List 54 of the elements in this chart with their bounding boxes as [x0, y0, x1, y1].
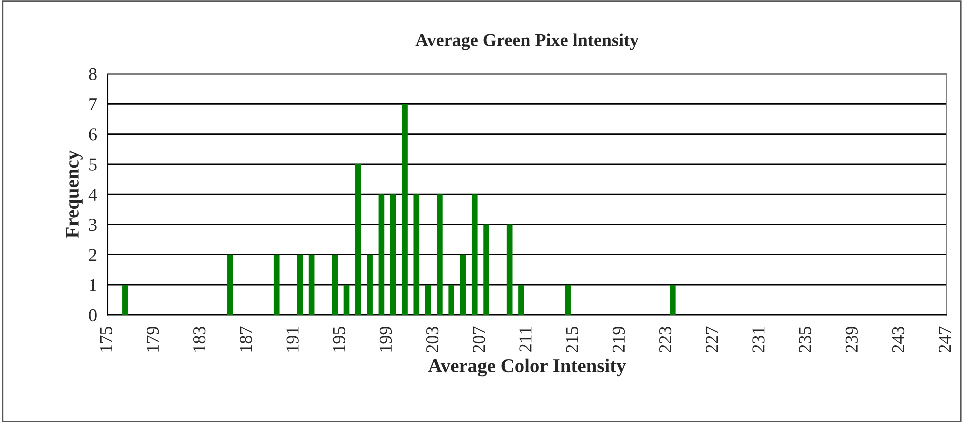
bar [437, 194, 443, 316]
x-tick-label: 247 [939, 326, 951, 353]
bar [227, 254, 234, 316]
x-axis-title: Average Color Intensity [428, 358, 626, 377]
bar [425, 284, 432, 316]
bar [448, 284, 455, 316]
x-tick-label: 195 [333, 326, 346, 352]
y-tick-label: 0 [89, 309, 97, 322]
bar [122, 284, 128, 316]
x-tick-label: 239 [846, 326, 858, 353]
bar [390, 194, 396, 316]
bar [355, 164, 362, 316]
x-tick-label: 183 [193, 326, 206, 352]
x-tick-label: 243 [892, 326, 905, 353]
x-tick-label: 219 [612, 326, 626, 353]
bar [460, 254, 466, 316]
y-axis-title: Frequency [66, 150, 83, 238]
y-tick-label: 1 [90, 279, 96, 292]
x-tick-label: 215 [566, 326, 578, 353]
y-tick-label: 8 [89, 68, 97, 80]
bar [506, 224, 513, 316]
x-tick-label: 203 [426, 326, 439, 353]
bar [344, 284, 350, 316]
x-tick-label: 199 [380, 326, 392, 352]
bar [308, 254, 315, 316]
y-tick-label: 3 [89, 219, 97, 232]
x-tick-label: 235 [799, 326, 812, 353]
bar [274, 254, 280, 316]
x-tick-label: 231 [752, 327, 765, 353]
bar [518, 284, 524, 316]
x-tick-label: 207 [473, 326, 486, 353]
x-tick-label: 223 [659, 326, 672, 353]
bar [472, 194, 478, 316]
bar [414, 194, 420, 316]
x-tick-label: 211 [520, 327, 532, 352]
y-tick-label: 6 [89, 128, 98, 141]
bar [484, 224, 490, 316]
bar [670, 284, 676, 316]
y-tick-label: 4 [88, 188, 98, 201]
bar [332, 254, 338, 316]
bar [402, 104, 408, 316]
x-tick-label: 187 [240, 326, 252, 352]
bar [297, 254, 304, 316]
bar [565, 284, 571, 316]
y-tick-label: 5 [90, 158, 97, 171]
bar [367, 254, 373, 316]
x-tick-label: 227 [706, 326, 718, 353]
y-tick-label: 7 [90, 98, 98, 110]
x-tick-label: 179 [146, 326, 160, 352]
chart-title: Average Green Pixe lntensity [416, 34, 639, 50]
x-tick-label: 175 [100, 326, 112, 352]
y-tick-label: 2 [89, 249, 97, 262]
bar [378, 194, 385, 316]
x-tick-label: 191 [286, 327, 299, 352]
